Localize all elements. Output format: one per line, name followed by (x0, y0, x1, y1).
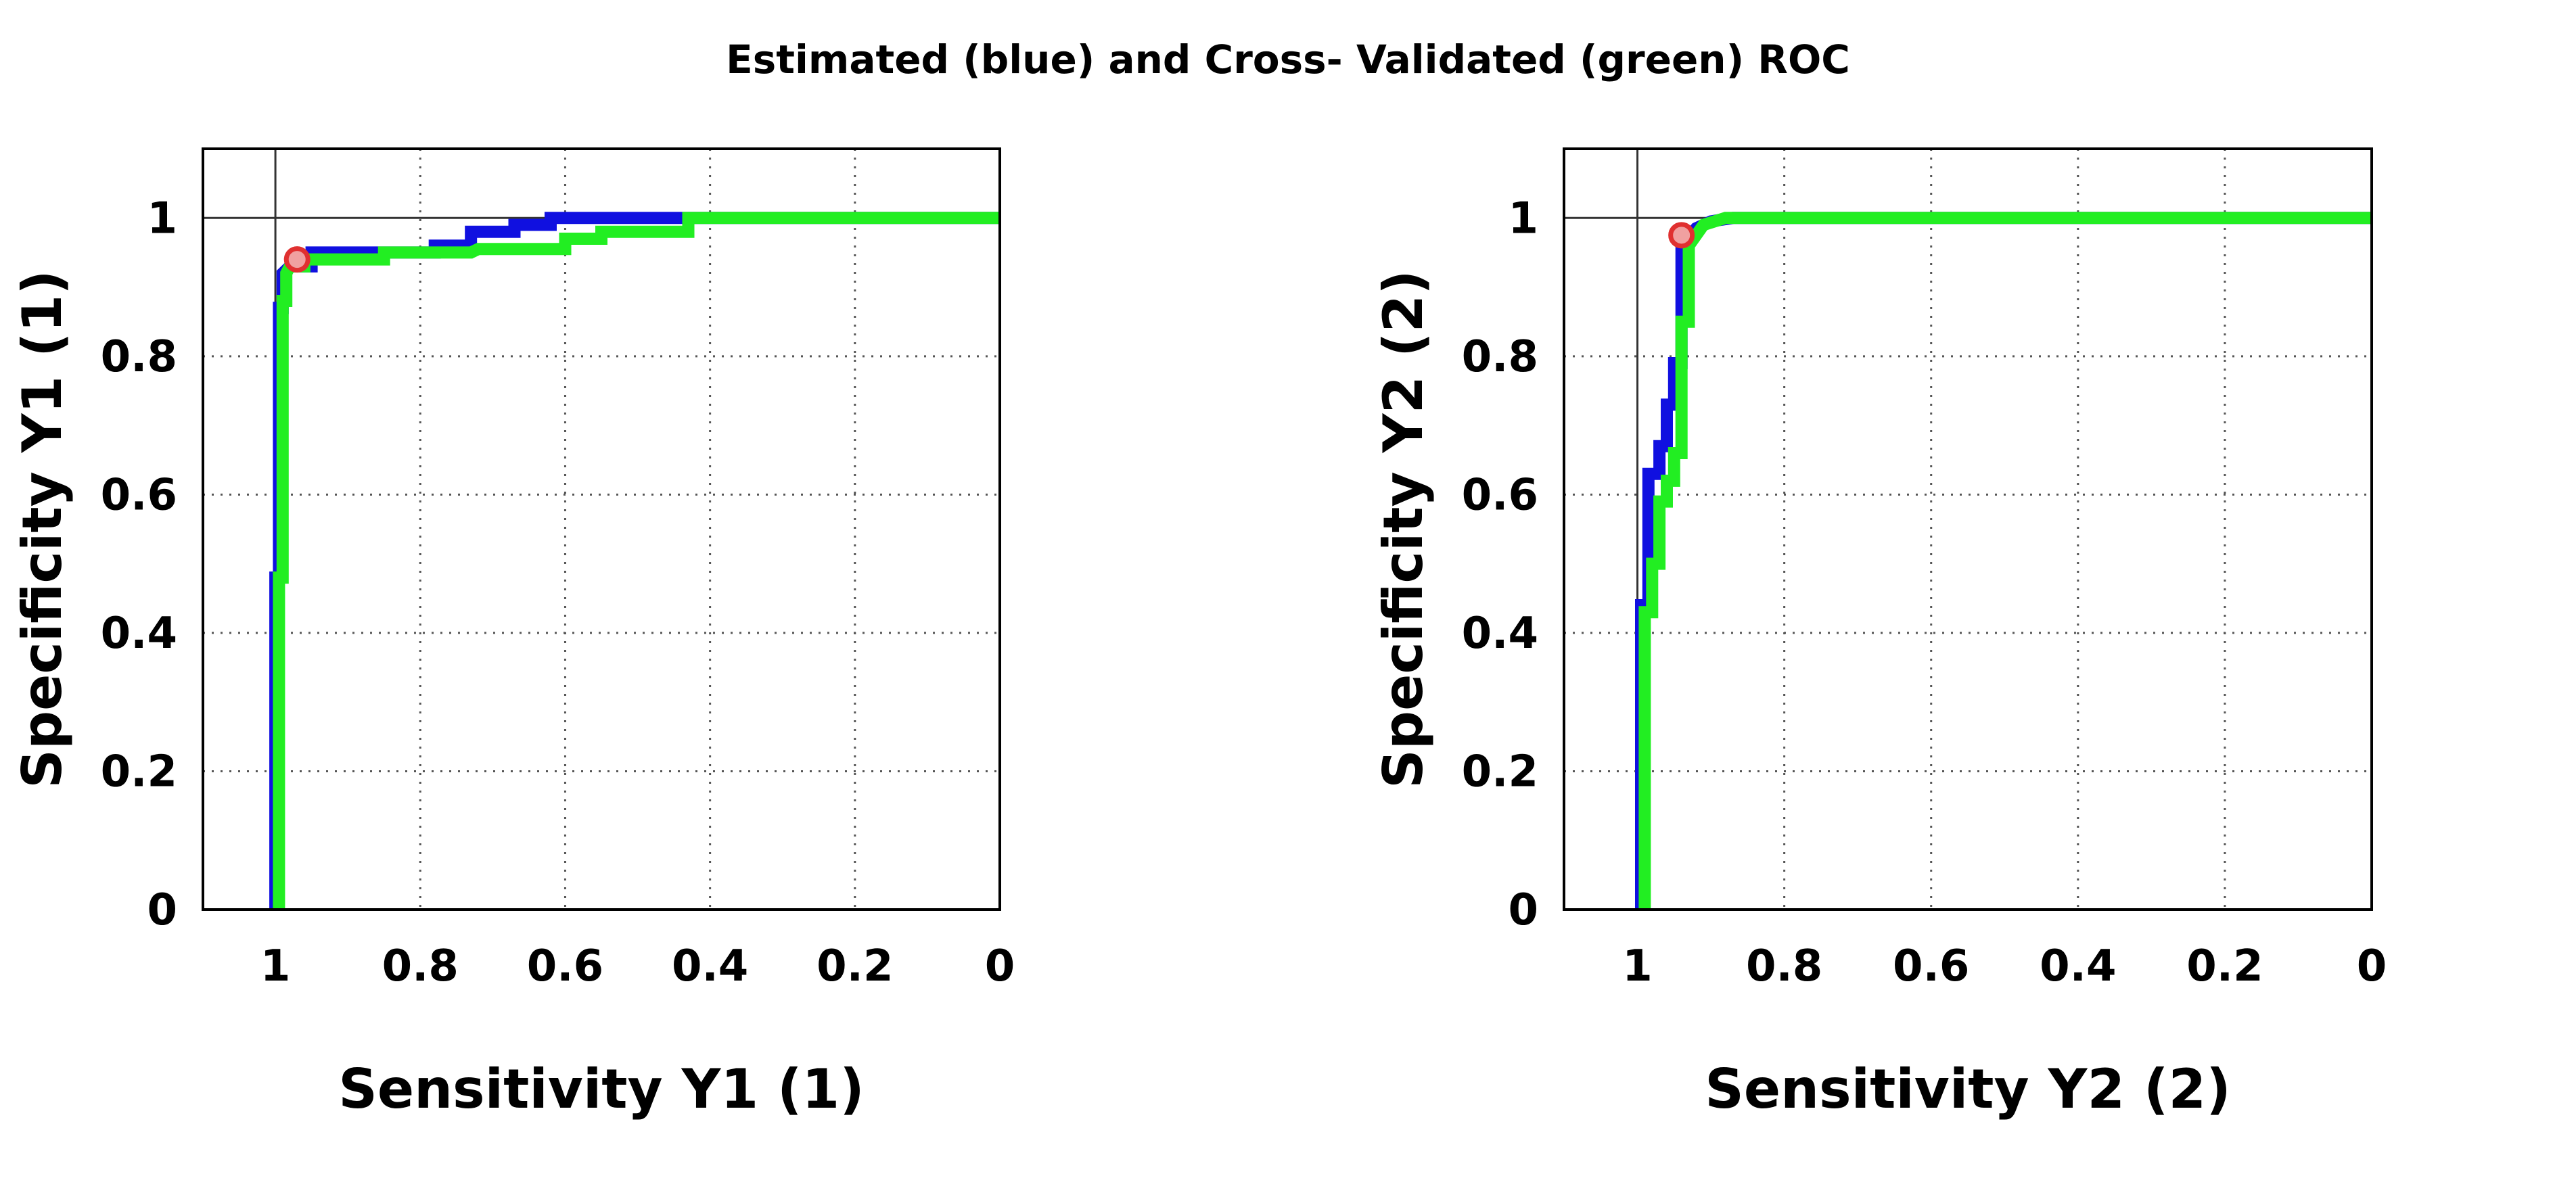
x-tick-label: 0.8 (1746, 941, 1822, 991)
x-tick-label: 1 (260, 941, 291, 991)
x-tick-label: 0.4 (672, 941, 748, 991)
roc-chart-y1: 1 0.8 0.6 0.4 0.2 0 0 0.2 0.4 0.6 0.8 1 Sensitivity … (11, 147, 1015, 1121)
x-axis-label: Sensitivity Y2 (2) (1705, 1058, 2231, 1121)
x-tick-label: 0.6 (1893, 941, 1969, 991)
y-axis-label: Specificity Y2 (2) (1372, 270, 1435, 789)
plot-frame (202, 147, 1001, 911)
x-axis-label: Sensitivity Y1 (1) (338, 1058, 865, 1121)
x-tick-label: 0.2 (2186, 941, 2263, 991)
optimal-point-marker (1668, 222, 1695, 249)
series-line-cross-validated (273, 212, 1000, 910)
x-tick-label: 0 (985, 941, 1015, 991)
x-tick-label: 0.4 (2040, 941, 2116, 991)
y-tick-label: 0.6 (101, 470, 177, 520)
y-tick-label: 0.8 (101, 332, 177, 382)
y-tick-label: 0.6 (1462, 470, 1538, 520)
roc-chart-y2: 1 0.8 0.6 0.4 0.2 0 0 0.2 0.4 0.6 0.8 1 Sensitivity … (1372, 147, 2387, 1121)
y-tick-label: 1 (147, 193, 177, 243)
x-tick-label: 0.8 (382, 941, 459, 991)
x-tick-label: 0.2 (816, 941, 893, 991)
figure-title: Estimated (blue) and Cross- Validated (g… (726, 37, 1850, 83)
y-axis-label: Specificity Y1 (1) (11, 270, 74, 789)
series-line-estimated (269, 212, 1000, 910)
x-tick-label: 0 (2357, 941, 2387, 991)
x-tick-label: 0.6 (527, 941, 603, 991)
y-tick-label: 0 (147, 885, 177, 935)
y-tick-label: 0.2 (1462, 747, 1538, 797)
y-tick-label: 0.4 (101, 609, 177, 659)
y-tick-label: 0.4 (1462, 609, 1538, 659)
y-tick-label: 0 (1508, 885, 1538, 935)
series-line-cross-validated (1638, 212, 2372, 910)
y-tick-label: 1 (1508, 193, 1538, 243)
plot-frame (1563, 147, 2373, 911)
x-tick-label: 1 (1622, 941, 1653, 991)
optimal-point-marker (283, 246, 310, 273)
series-line-estimated (1635, 212, 2372, 910)
y-tick-label: 0.2 (101, 747, 177, 797)
y-tick-label: 0.8 (1462, 332, 1538, 382)
